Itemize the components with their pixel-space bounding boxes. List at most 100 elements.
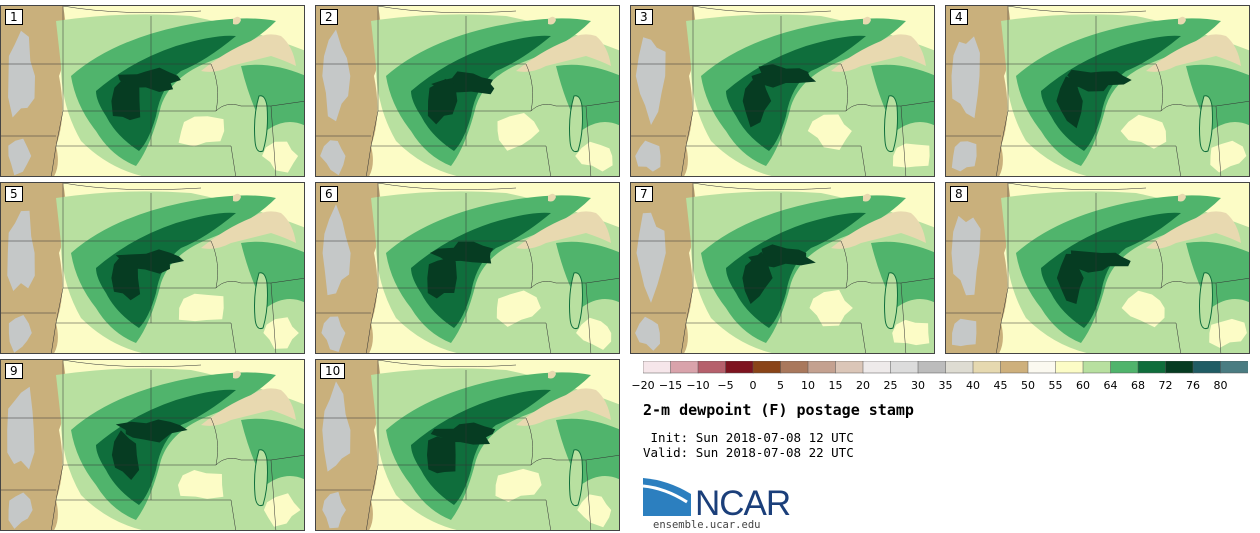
very-dry-patch xyxy=(8,492,33,529)
state-border xyxy=(270,105,277,176)
colorbar-tick-label: 10 xyxy=(801,379,815,392)
state-border xyxy=(51,322,57,353)
state-border xyxy=(62,64,152,112)
lake-michigan xyxy=(569,449,583,506)
colorbar-swatch xyxy=(917,361,947,374)
member-number: 8 xyxy=(950,186,968,202)
state-border xyxy=(230,145,236,176)
init-value: Sun 2018-07-08 12 UTC xyxy=(695,430,854,445)
lake-superior xyxy=(1146,34,1241,72)
member-number: 6 xyxy=(320,186,338,202)
state-border xyxy=(900,282,907,353)
lake-nipigon xyxy=(1178,193,1186,202)
dewpoint-map xyxy=(946,6,1249,176)
drier-gap xyxy=(892,143,930,168)
drier-gap xyxy=(263,493,301,527)
drier-gap xyxy=(1210,140,1247,173)
state-border xyxy=(685,110,782,147)
state-border xyxy=(681,145,687,176)
colorbar-swatch xyxy=(972,361,1002,374)
state-border xyxy=(545,145,551,176)
humid-band-east xyxy=(556,418,619,485)
peak-dewpoint-core xyxy=(115,419,188,443)
very-dry-patch xyxy=(951,141,977,172)
state-border xyxy=(1000,287,1097,324)
drier-gap xyxy=(1209,318,1247,348)
state-border xyxy=(1000,110,1097,147)
peak-dewpoint-core xyxy=(427,436,456,474)
peak-dewpoint-core xyxy=(1067,69,1132,92)
lake-michigan xyxy=(254,272,268,329)
very-dry-patch xyxy=(8,30,35,118)
state-border xyxy=(230,322,236,353)
member-map-panel: 6 xyxy=(315,182,620,354)
colorbar-tick-label: 72 xyxy=(1158,379,1173,392)
state-border xyxy=(377,183,517,190)
colorbar-tick-label: 15 xyxy=(828,379,843,392)
ncar-logo-swoosh xyxy=(643,478,691,516)
state-border xyxy=(51,145,57,176)
lake-nipigon xyxy=(233,16,241,25)
lake-michigan xyxy=(569,95,583,152)
very-dry-patch xyxy=(322,29,351,122)
peak-dewpoint-core xyxy=(751,64,817,88)
very-humid-core xyxy=(726,212,866,328)
colorbar-tick-label: 68 xyxy=(1131,379,1145,392)
dewpoint-map xyxy=(631,183,934,353)
state-border xyxy=(692,183,832,190)
member-number: 1 xyxy=(5,9,23,25)
colorbar-tick-label: 40 xyxy=(966,379,980,392)
state-border xyxy=(996,322,1002,353)
peak-dewpoint-core xyxy=(427,258,457,299)
state-border xyxy=(1007,183,1147,190)
member-number: 4 xyxy=(950,9,968,25)
lake-nipigon xyxy=(548,193,556,202)
site-url: ensemble.ucar.edu xyxy=(653,519,761,531)
lake-michigan xyxy=(884,272,898,329)
member-map-panel: 3 xyxy=(630,5,935,177)
dewpoint-map xyxy=(316,360,619,530)
member-number: 3 xyxy=(635,9,653,25)
state-border xyxy=(370,287,467,324)
state-border xyxy=(62,183,202,190)
colorbar-tick-label: −5 xyxy=(717,379,734,392)
state-border xyxy=(1007,241,1097,289)
state-border xyxy=(585,105,592,176)
humid-band-east xyxy=(556,241,619,308)
drier-gap xyxy=(809,289,853,327)
state-border xyxy=(525,63,533,112)
colorbar-tick-label: 0 xyxy=(749,379,757,392)
drier-gap xyxy=(497,113,540,151)
state-border xyxy=(1007,64,1097,112)
colorbar-labels: −20 −15 −10 −5 0 5 10 15 20 25 30 35 40 45 50 55 60 64 68 7… xyxy=(631,379,1248,393)
very-dry-patch xyxy=(320,140,346,176)
peak-dewpoint-core xyxy=(429,241,494,264)
state-border xyxy=(1175,145,1181,176)
lake-superior xyxy=(516,211,611,249)
colorbar-tick-label: 60 xyxy=(1076,379,1090,392)
colorbar-swatch xyxy=(1082,361,1112,374)
state-border xyxy=(996,145,1002,176)
dewpoint-map xyxy=(316,6,619,176)
drier-gap xyxy=(575,141,613,172)
peak-dewpoint-core xyxy=(1056,253,1084,304)
lake-michigan xyxy=(884,95,898,152)
peak-dewpoint-core xyxy=(111,80,141,121)
colorbar-tick-label: −15 xyxy=(658,379,683,392)
member-map-panel: 8 xyxy=(945,182,1250,354)
state-border xyxy=(62,360,202,367)
valid-value: Sun 2018-07-08 22 UTC xyxy=(695,445,854,460)
colorbar-tick-label: 35 xyxy=(938,379,953,392)
lake-nipigon xyxy=(1178,16,1186,25)
state-border xyxy=(525,240,533,289)
lake-michigan xyxy=(569,272,583,329)
peak-dewpoint-core xyxy=(742,251,773,304)
state-border xyxy=(62,418,152,466)
colorbar-tick-label: 50 xyxy=(1021,379,1035,392)
state-border xyxy=(685,287,782,324)
lake-superior xyxy=(831,34,926,72)
lake-nipigon xyxy=(233,193,241,202)
very-dry-patch xyxy=(8,315,32,353)
state-border xyxy=(692,241,782,289)
state-border xyxy=(1215,282,1222,353)
